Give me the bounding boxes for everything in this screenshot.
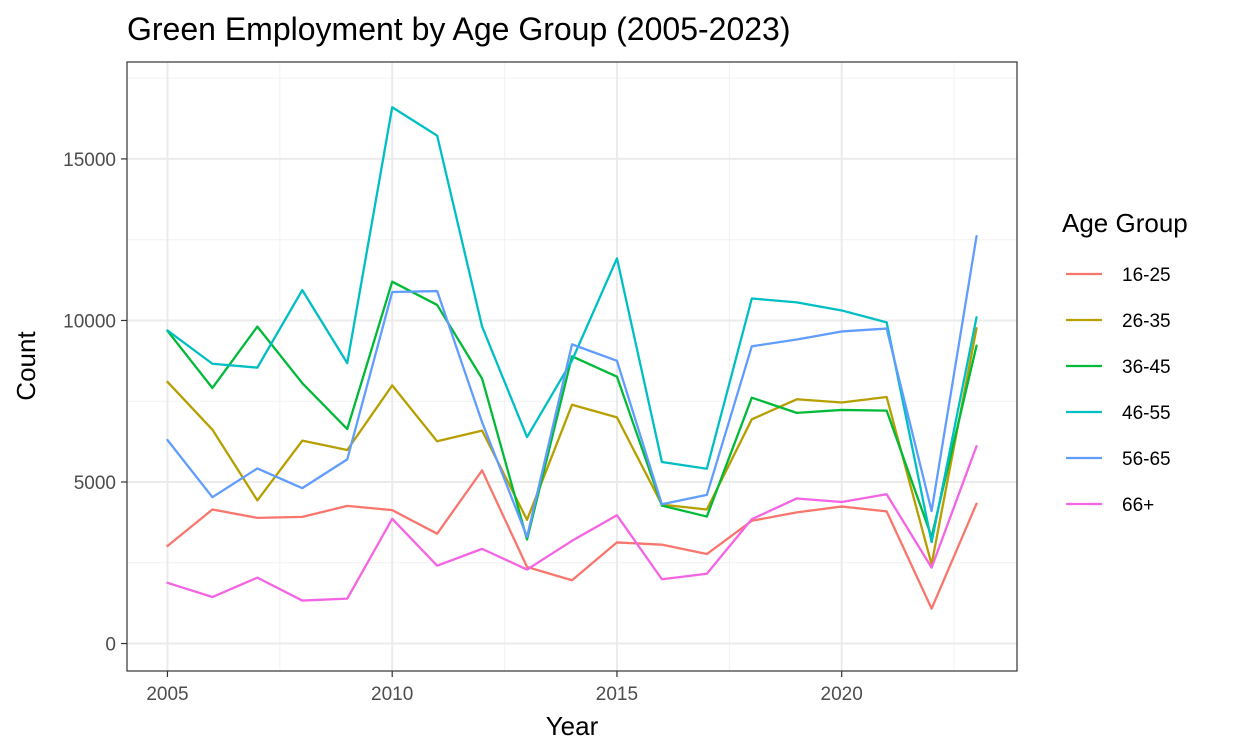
legend-label: 26-35 xyxy=(1122,311,1171,332)
legend-label: 46-55 xyxy=(1122,403,1171,424)
y-axis: 0 5000 10000 15000 xyxy=(63,150,127,656)
x-axis: 2005 2010 2015 2020 xyxy=(146,671,863,705)
legend-label: 56-65 xyxy=(1122,449,1171,470)
legend-title: Age Group xyxy=(1062,208,1188,238)
legend-item: 16-25 xyxy=(1066,265,1171,286)
x-tick-label: 2005 xyxy=(146,684,188,705)
series-line-56-65 xyxy=(166,234,978,539)
y-tick-label: 5000 xyxy=(74,473,116,494)
minor-gridlines xyxy=(127,62,1017,671)
y-axis-title: Count xyxy=(11,331,41,401)
series-line-26-35 xyxy=(166,327,978,566)
y-tick-label: 10000 xyxy=(63,311,116,332)
series-lines xyxy=(166,106,978,610)
legend-item: 36-45 xyxy=(1066,357,1171,378)
y-tick-label: 0 xyxy=(105,635,116,656)
legend: Age Group 16-25 26-35 36-45 46-55 56-65 66+ xyxy=(1062,208,1188,516)
series-line-66+ xyxy=(166,444,978,602)
legend-label: 66+ xyxy=(1122,495,1154,516)
legend-label: 36-45 xyxy=(1122,357,1171,378)
chart-title: Green Employment by Age Group (2005-2023… xyxy=(127,11,790,47)
legend-item: 26-35 xyxy=(1066,311,1171,332)
x-tick-label: 2020 xyxy=(821,684,863,705)
legend-label: 16-25 xyxy=(1122,265,1171,286)
plot-panel xyxy=(126,61,1018,672)
series-line-46-55 xyxy=(166,106,978,544)
y-tick-label: 15000 xyxy=(63,150,116,171)
major-gridlines xyxy=(127,62,1017,671)
x-tick-label: 2015 xyxy=(596,684,638,705)
legend-item: 46-55 xyxy=(1066,403,1171,424)
legend-item: 56-65 xyxy=(1066,449,1171,470)
x-tick-label: 2010 xyxy=(371,684,413,705)
legend-item: 66+ xyxy=(1066,495,1154,516)
series-line-36-45 xyxy=(166,280,978,541)
x-axis-title: Year xyxy=(546,711,599,741)
series-line-16-25 xyxy=(166,469,978,610)
